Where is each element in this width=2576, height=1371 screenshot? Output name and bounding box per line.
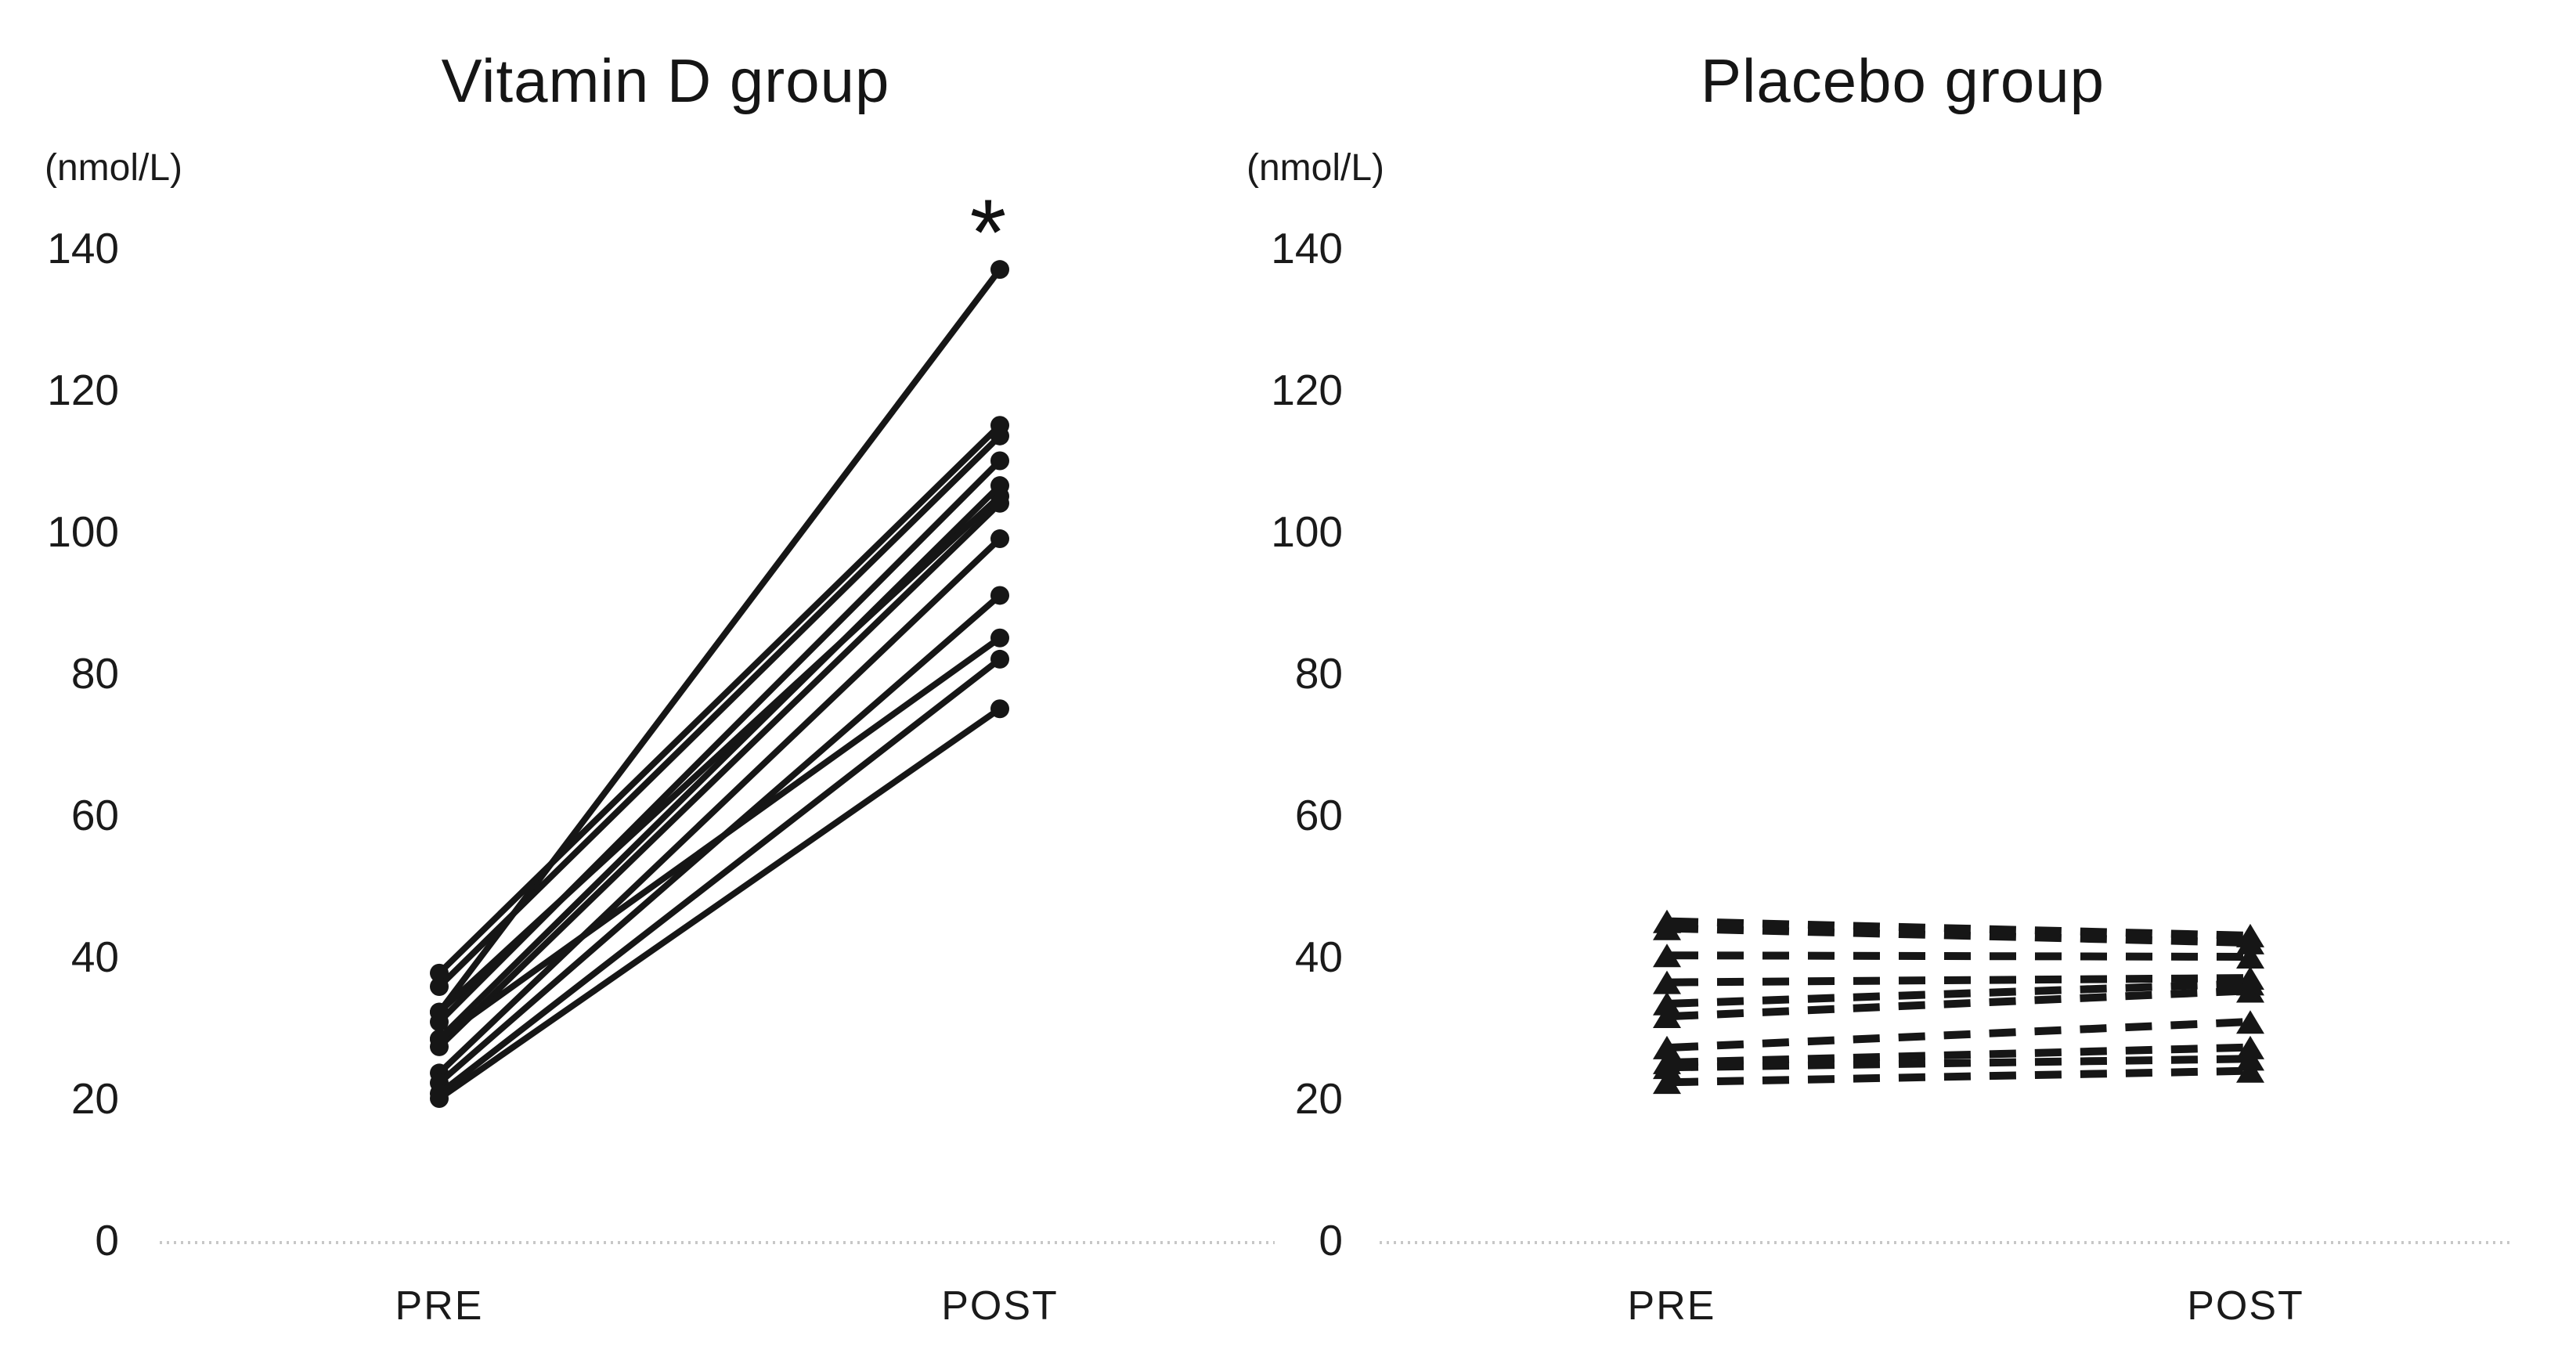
post-data-point xyxy=(990,426,1009,446)
pre-data-point xyxy=(430,1002,449,1022)
y-tick-label: 140 xyxy=(1271,224,1343,272)
chart-title-vitamin-d: Vitamin D group xyxy=(441,46,890,115)
y-axis-unit-label-left: (nmol/L) xyxy=(44,147,183,189)
pre-data-point xyxy=(1653,970,1681,994)
subject-line xyxy=(437,493,1002,1015)
post-data-point xyxy=(2236,979,2264,1003)
pre-data-point xyxy=(1653,1005,1681,1029)
subject-line xyxy=(437,635,1002,1042)
subject-line xyxy=(1671,924,2246,947)
y-tick-label: 40 xyxy=(1294,933,1343,981)
x-category-label-post: POST xyxy=(941,1283,1059,1329)
x-category-label-pre: PRE xyxy=(395,1283,484,1329)
pre-data-point xyxy=(1653,1035,1681,1059)
subject-line xyxy=(437,433,1002,989)
y-tick-label: 100 xyxy=(1271,507,1343,556)
subject-line xyxy=(437,705,1002,1102)
y-tick-label: 120 xyxy=(47,366,119,414)
pre-data-point xyxy=(1653,943,1681,968)
y-axis-unit-label-right: (nmol/L) xyxy=(1246,147,1385,189)
subject-line xyxy=(437,656,1002,1096)
pre-data-point xyxy=(1653,1055,1681,1080)
subject-line xyxy=(1671,1055,2246,1072)
post-data-point xyxy=(2236,1059,2264,1083)
y-tick-label: 80 xyxy=(1294,649,1343,698)
subject-line xyxy=(437,483,1002,1041)
y-tick-label: 60 xyxy=(1294,791,1343,839)
post-data-point xyxy=(2236,1047,2264,1071)
post-data-point xyxy=(990,260,1009,280)
subject-line xyxy=(1671,974,2246,987)
y-tick-label: 40 xyxy=(70,933,119,981)
x-category-label-post: POST xyxy=(2187,1283,2304,1329)
post-data-point xyxy=(990,493,1009,513)
y-tick-label: 140 xyxy=(47,224,119,272)
subject-line xyxy=(437,500,1002,1049)
subject-line xyxy=(1671,951,2246,961)
y-tick-label: 0 xyxy=(1319,1216,1343,1265)
post-data-point xyxy=(990,451,1009,471)
y-tick-label: 60 xyxy=(70,791,119,839)
pre-data-point xyxy=(1653,1070,1681,1095)
subject-line xyxy=(1671,1018,2246,1052)
pre-data-point xyxy=(430,1089,449,1108)
post-data-point xyxy=(2236,1010,2264,1034)
pre-data-point xyxy=(1653,991,1681,1016)
y-tick-label: 20 xyxy=(1294,1074,1343,1123)
pre-data-point xyxy=(1653,916,1681,940)
post-data-point xyxy=(990,586,1009,605)
y-tick-label: 120 xyxy=(1271,366,1343,414)
significance-asterisk: * xyxy=(969,180,1007,285)
subject-line xyxy=(436,267,1003,1015)
subject-line xyxy=(1671,980,2246,1008)
post-data-point xyxy=(2236,945,2264,969)
post-data-point xyxy=(990,649,1009,669)
y-tick-label: 100 xyxy=(47,507,119,556)
subject-line xyxy=(437,536,1002,1076)
post-data-point xyxy=(2236,930,2264,954)
post-data-point xyxy=(990,699,1009,719)
pre-data-point xyxy=(430,1029,449,1048)
y-tick-label: 0 xyxy=(95,1216,119,1265)
subject-line xyxy=(1671,1066,2246,1087)
post-data-point xyxy=(990,628,1009,648)
x-category-label-pre: PRE xyxy=(1627,1283,1716,1329)
chart-title-placebo: Placebo group xyxy=(1700,46,2105,115)
subject-line xyxy=(1671,987,2246,1021)
y-tick-label: 20 xyxy=(70,1074,119,1123)
subject-line xyxy=(1671,917,2246,940)
post-data-point xyxy=(990,529,1009,549)
subject-line xyxy=(437,423,1002,976)
y-tick-label: 80 xyxy=(70,649,119,698)
subject-line xyxy=(1671,1043,2246,1066)
pre-data-point xyxy=(430,977,449,997)
